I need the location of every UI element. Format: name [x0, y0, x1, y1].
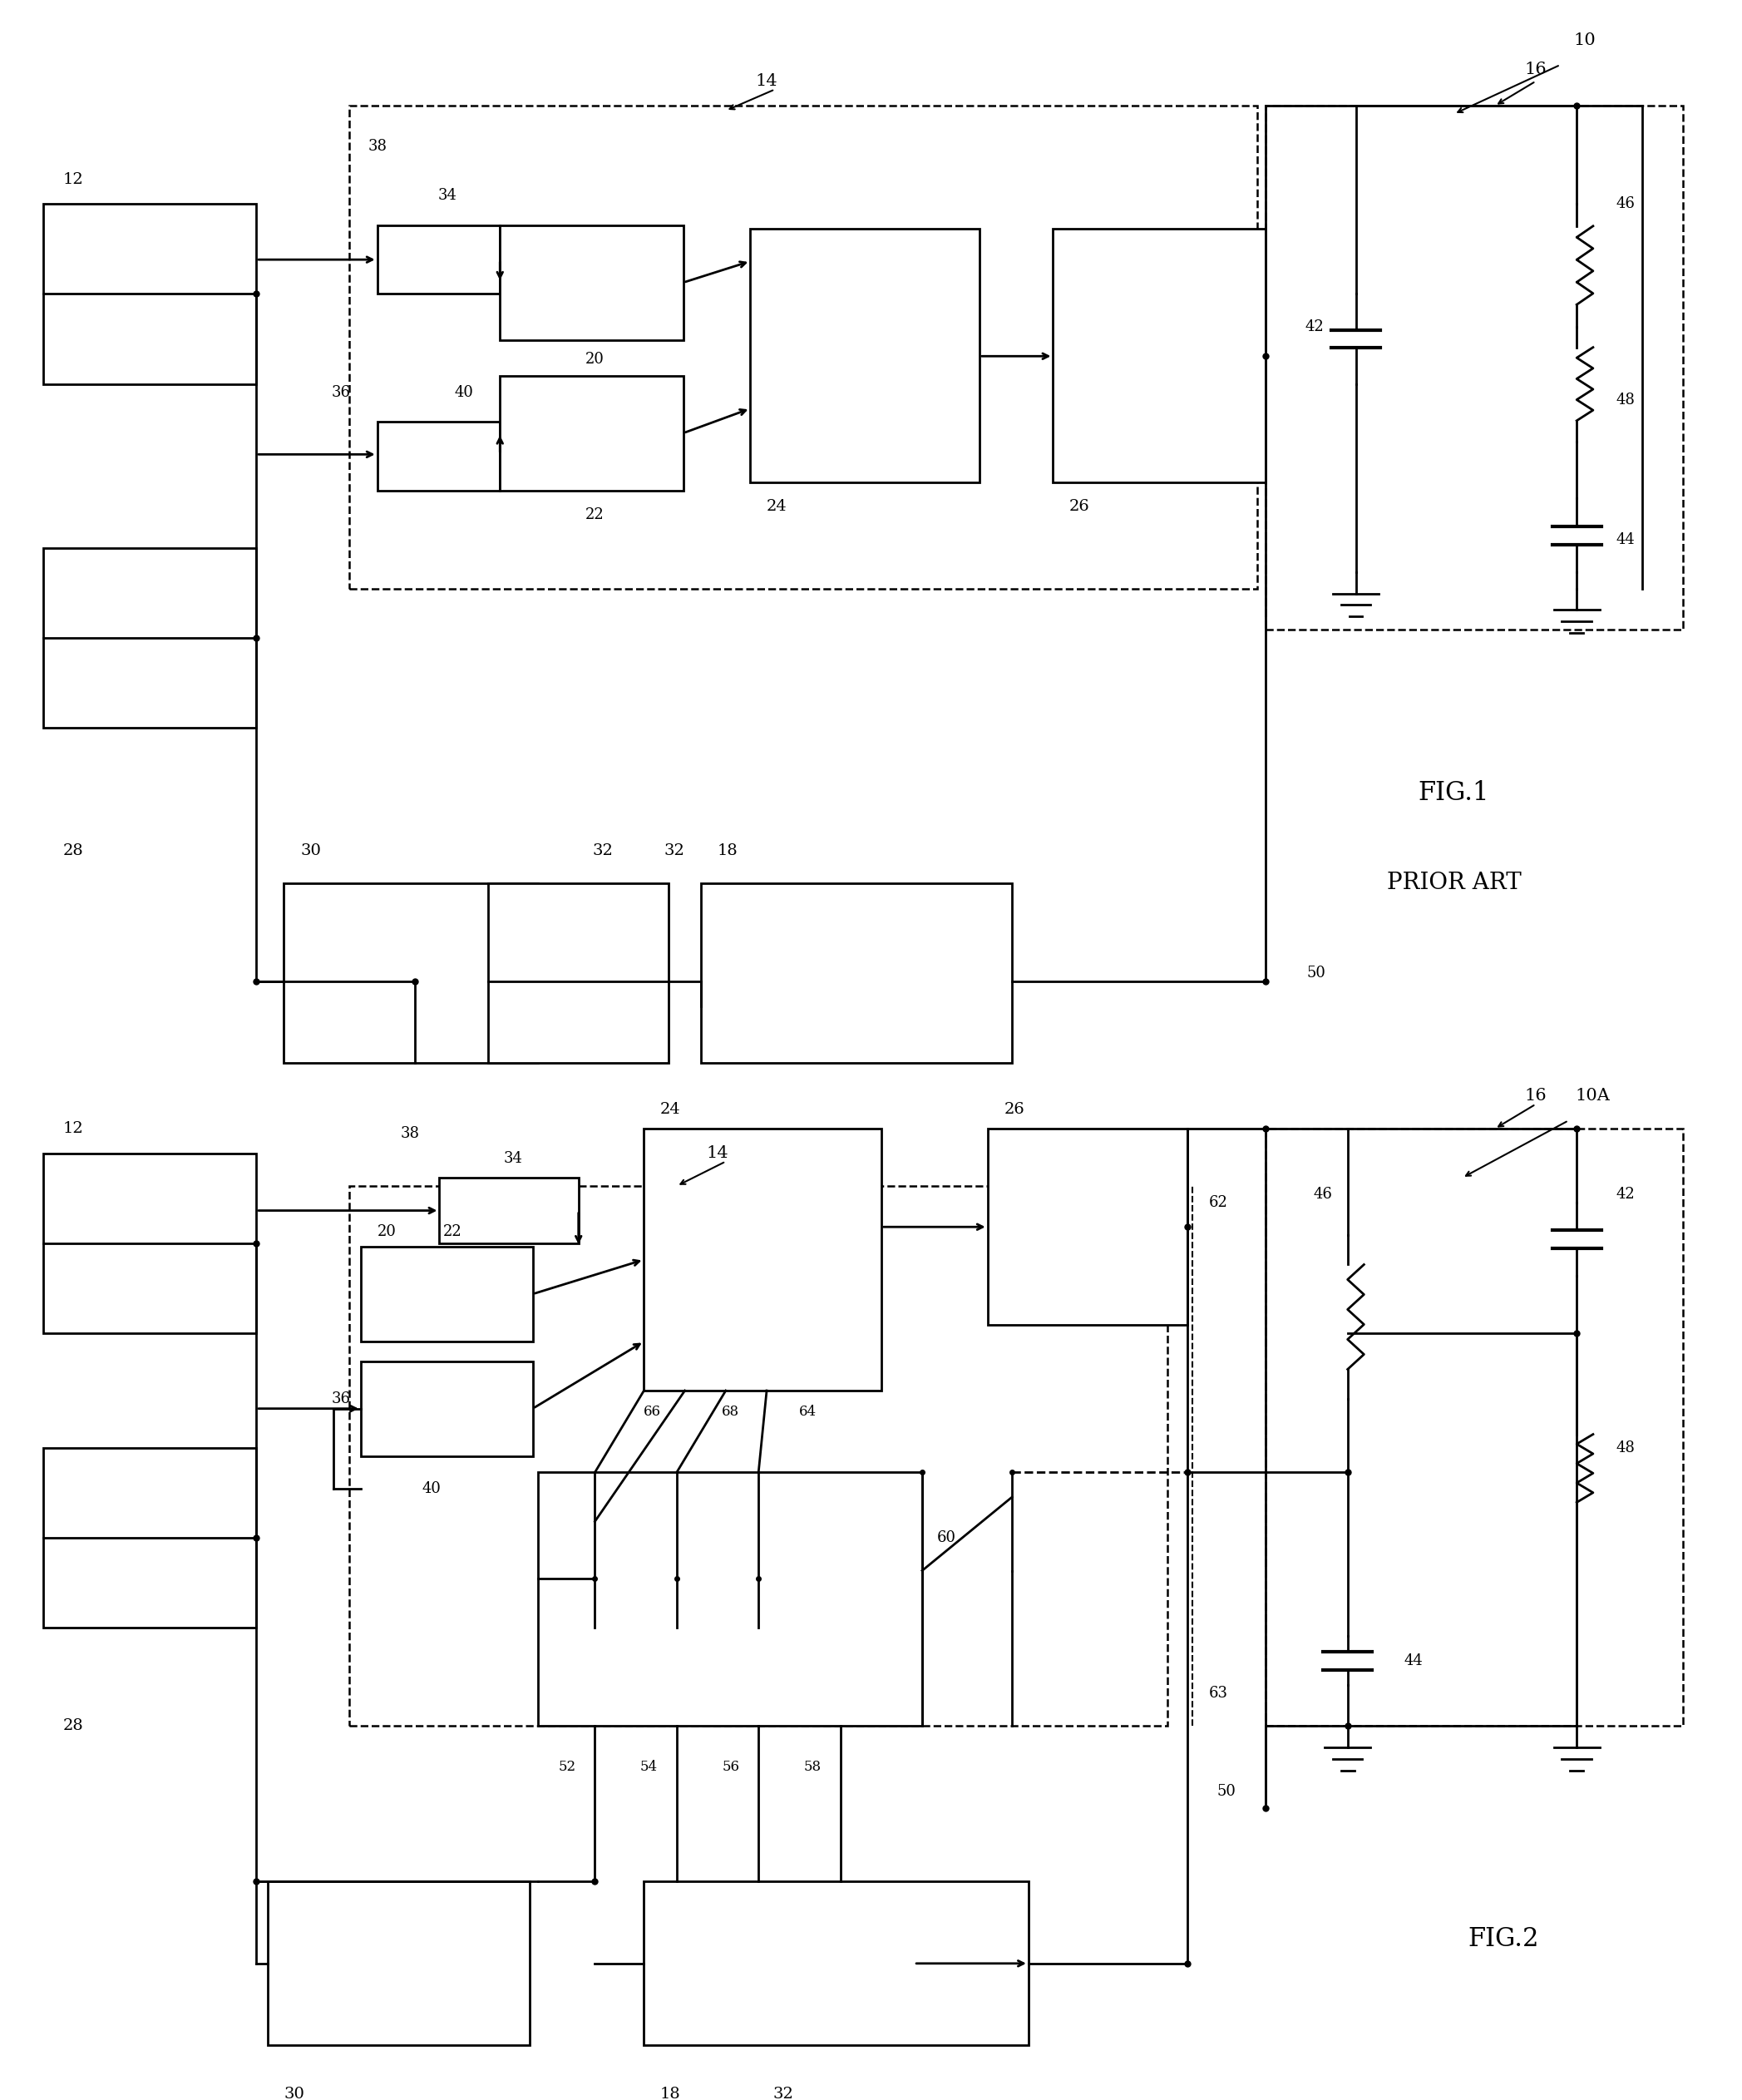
- Bar: [1266, 105, 1683, 630]
- Text: 66: 66: [643, 1405, 660, 1420]
- Text: 50: 50: [1216, 1785, 1235, 1800]
- Text: 62: 62: [1209, 1195, 1228, 1210]
- Text: 18: 18: [660, 2087, 681, 2100]
- Bar: [361, 1361, 533, 1455]
- Text: 22: 22: [585, 508, 604, 523]
- Text: 34: 34: [437, 189, 456, 204]
- Text: 24: 24: [766, 500, 787, 514]
- Text: 22: 22: [442, 1224, 462, 1239]
- Bar: [538, 1472, 922, 1726]
- Text: 10: 10: [1573, 32, 1596, 48]
- Text: 42: 42: [1617, 1186, 1636, 1201]
- Bar: [361, 1247, 533, 1342]
- Text: 26: 26: [1003, 1102, 1024, 1117]
- Text: 58: 58: [803, 1760, 820, 1774]
- Text: 30: 30: [300, 842, 321, 859]
- Text: 10A: 10A: [1577, 1088, 1610, 1105]
- Text: 32: 32: [773, 2087, 793, 2100]
- Text: 48: 48: [1617, 393, 1636, 407]
- Text: 24: 24: [660, 1102, 681, 1117]
- Bar: [751, 229, 979, 483]
- Text: 63: 63: [1209, 1686, 1228, 1701]
- Text: 44: 44: [1617, 531, 1636, 546]
- Bar: [378, 225, 500, 294]
- Bar: [284, 884, 538, 1063]
- Text: PRIOR ART: PRIOR ART: [1387, 872, 1521, 895]
- Text: 34: 34: [503, 1151, 523, 1166]
- Bar: [44, 204, 256, 384]
- Text: 16: 16: [1524, 1088, 1547, 1105]
- Text: 18: 18: [718, 842, 739, 859]
- Bar: [645, 1128, 881, 1390]
- Text: 32: 32: [664, 842, 685, 859]
- Bar: [488, 884, 669, 1063]
- Text: 64: 64: [800, 1405, 817, 1420]
- Text: 12: 12: [63, 172, 84, 187]
- Text: 54: 54: [639, 1760, 658, 1774]
- Text: 14: 14: [707, 1144, 728, 1161]
- Bar: [500, 225, 683, 340]
- Text: 38: 38: [368, 139, 387, 153]
- Text: 16: 16: [1524, 61, 1547, 78]
- Bar: [988, 1128, 1188, 1325]
- Bar: [350, 105, 1258, 588]
- Text: 46: 46: [1617, 197, 1636, 212]
- Text: 42: 42: [1305, 319, 1324, 334]
- Text: 40: 40: [422, 1480, 441, 1497]
- Text: 12: 12: [63, 1121, 84, 1136]
- Bar: [350, 1186, 1167, 1726]
- Text: FIG.1: FIG.1: [1418, 781, 1489, 806]
- Bar: [44, 1447, 256, 1628]
- Text: 32: 32: [592, 842, 613, 859]
- Bar: [702, 884, 1012, 1063]
- Text: 26: 26: [1070, 500, 1090, 514]
- Text: 68: 68: [721, 1405, 739, 1420]
- Text: 60: 60: [937, 1531, 956, 1546]
- Bar: [1054, 229, 1266, 483]
- Bar: [1266, 1128, 1683, 1726]
- Text: 20: 20: [585, 353, 604, 368]
- Text: 38: 38: [401, 1126, 420, 1140]
- Text: 30: 30: [284, 2087, 305, 2100]
- Bar: [645, 1882, 1028, 2045]
- Text: FIG.2: FIG.2: [1467, 1926, 1538, 1951]
- Text: 44: 44: [1404, 1653, 1423, 1667]
- Text: 40: 40: [455, 384, 474, 399]
- Bar: [268, 1882, 530, 2045]
- Text: 56: 56: [721, 1760, 739, 1774]
- Bar: [44, 1153, 256, 1334]
- Bar: [44, 548, 256, 729]
- Text: 28: 28: [63, 842, 84, 859]
- Bar: [500, 376, 683, 491]
- Text: 48: 48: [1617, 1441, 1636, 1455]
- Text: 50: 50: [1306, 966, 1326, 981]
- Text: 52: 52: [557, 1760, 577, 1774]
- Text: 14: 14: [756, 74, 777, 88]
- Text: 36: 36: [331, 1392, 350, 1407]
- Bar: [439, 1178, 578, 1243]
- Text: 20: 20: [378, 1224, 395, 1239]
- Bar: [378, 422, 500, 491]
- Text: 28: 28: [63, 1718, 84, 1735]
- Text: 46: 46: [1313, 1186, 1333, 1201]
- Text: 36: 36: [331, 384, 350, 399]
